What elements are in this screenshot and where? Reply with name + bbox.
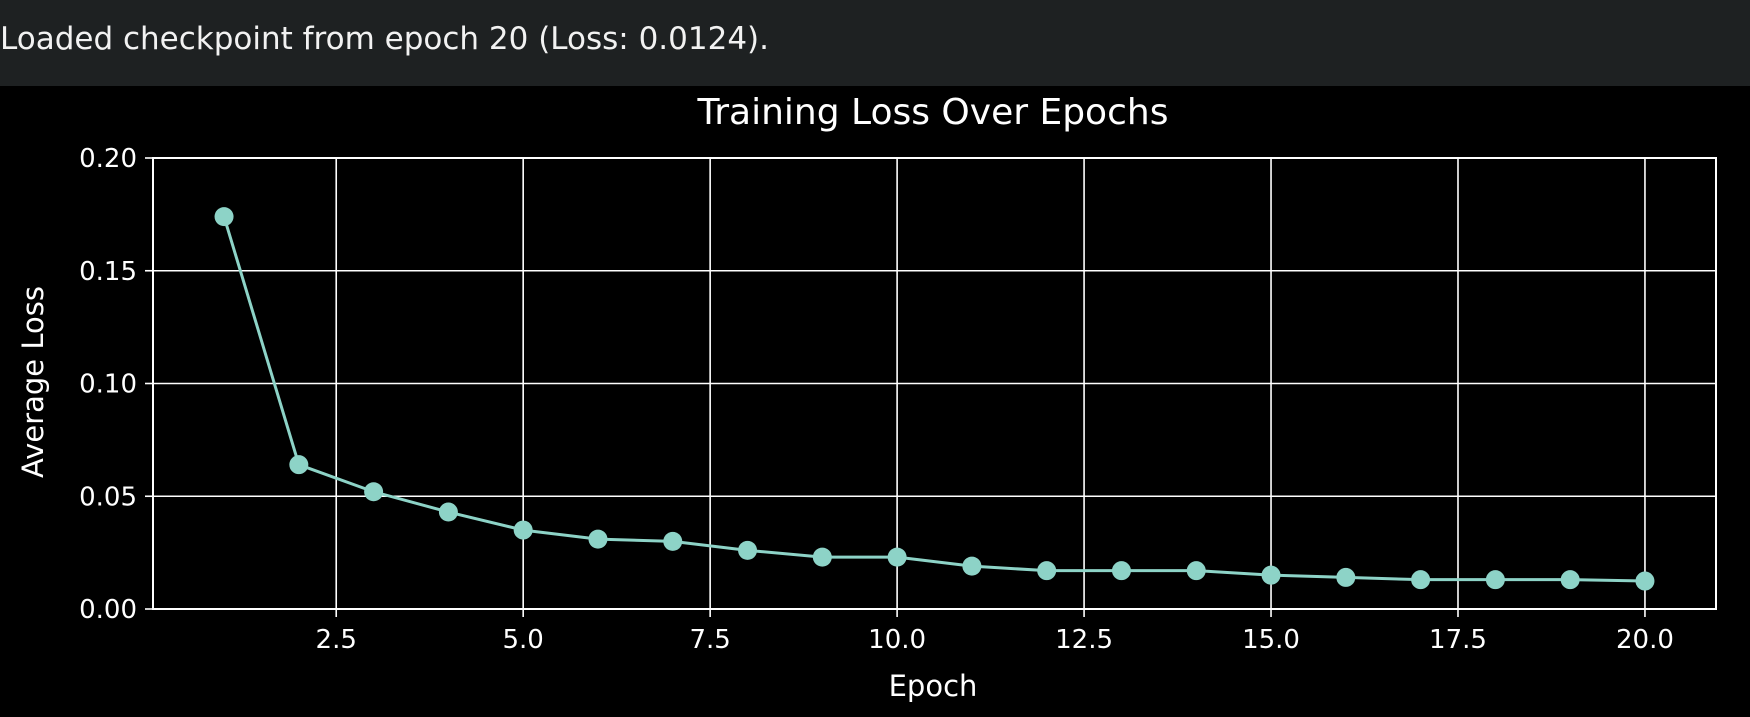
data-point: [738, 540, 758, 560]
x-tick-label: 17.5: [1429, 625, 1487, 655]
chart-title: Training Loss Over Epochs: [697, 92, 1169, 133]
data-point: [1485, 570, 1505, 590]
data-point: [1186, 561, 1206, 581]
data-point: [214, 207, 234, 227]
y-tick-label: 0.15: [79, 257, 137, 287]
x-tick-label: 10.0: [868, 625, 926, 655]
data-point: [513, 520, 533, 540]
x-axis-label: Epoch: [889, 669, 978, 703]
axis-ticks: 2.5 5.0 7.5 10.0 12.5 15.0 17.5 20.0 0.00 0.05 0.1…: [79, 144, 1674, 655]
data-point: [438, 502, 458, 522]
data-point: [1261, 565, 1281, 585]
y-tick-label: 0.05: [79, 482, 137, 512]
series-layer: [214, 207, 1655, 591]
data-point: [364, 482, 384, 502]
data-point: [1635, 571, 1655, 591]
data-point: [1037, 561, 1057, 581]
data-point: [962, 556, 982, 576]
data-point: [663, 531, 683, 551]
x-tick-label: 12.5: [1055, 625, 1113, 655]
data-point: [1111, 561, 1131, 581]
y-axis-label: Average Loss: [16, 286, 50, 478]
y-tick-label: 0.10: [79, 370, 137, 400]
y-tick-label: 0.20: [79, 144, 137, 174]
loss-chart: Training Loss Over Epochs 2.5 5.0 7.5 10.0 1…: [0, 86, 1750, 717]
data-point: [1411, 570, 1431, 590]
data-point: [887, 547, 907, 567]
chart-background: [0, 86, 1750, 717]
output-text: Loaded checkpoint from epoch 20 (Loss: 0…: [0, 0, 1750, 86]
x-tick-label: 7.5: [689, 625, 730, 655]
data-point: [289, 455, 309, 475]
x-tick-label: 2.5: [316, 625, 357, 655]
x-tick-label: 5.0: [503, 625, 544, 655]
x-tick-label: 15.0: [1242, 625, 1300, 655]
data-point: [1336, 567, 1356, 587]
y-tick-label: 0.00: [79, 595, 137, 625]
data-point: [1560, 570, 1580, 590]
data-point: [812, 547, 832, 567]
loss-line: [222, 216, 1645, 583]
chart-container: Training Loss Over Epochs 2.5 5.0 7.5 10.0 1…: [0, 86, 1750, 717]
x-tick-label: 20.0: [1616, 625, 1674, 655]
data-point: [588, 529, 608, 549]
